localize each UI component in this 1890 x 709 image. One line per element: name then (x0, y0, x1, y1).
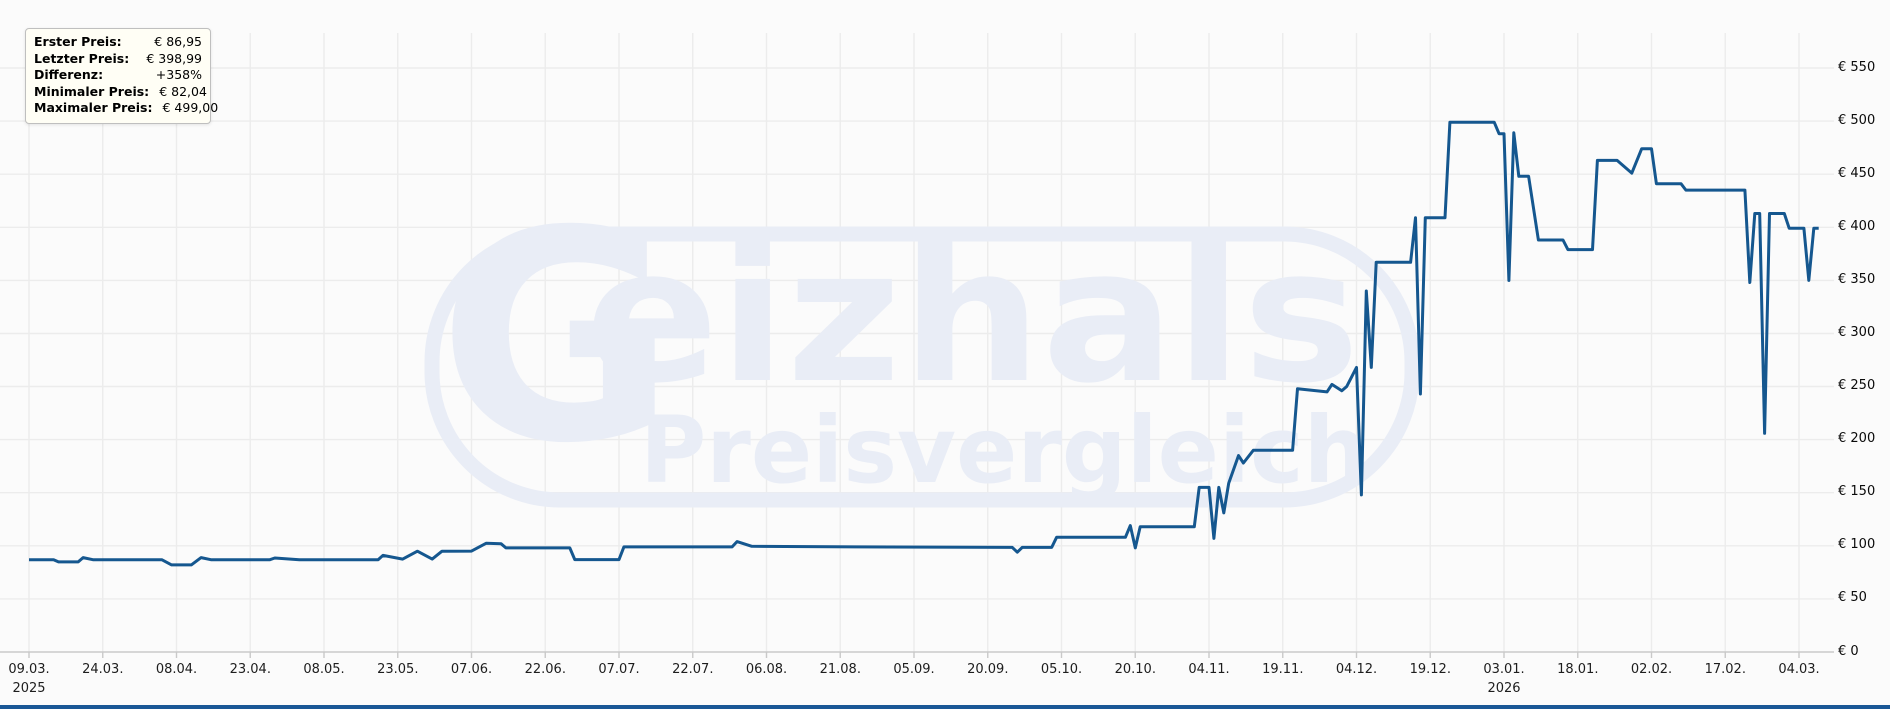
x-axis-label: 17.02. (1704, 662, 1746, 677)
x-axis-label: 18.01. (1557, 662, 1599, 677)
x-axis-label: 23.05. (377, 662, 419, 677)
y-axis-label: € 400 (1838, 218, 1876, 234)
x-axis-label: 07.07. (598, 662, 640, 677)
x-axis-label: 20.10. (1114, 662, 1156, 677)
summary-value: € 499,00 (162, 100, 219, 115)
x-axis-label: 08.04. (155, 662, 198, 677)
x-axis-label: 08.05. (303, 662, 345, 677)
y-axis-label: € 100 (1838, 537, 1876, 553)
x-axis-label: 02.02. (1630, 662, 1673, 677)
y-axis-label: € 550 (1838, 59, 1876, 75)
y-axis-label: € 300 (1838, 325, 1876, 340)
summary-row: Erster Preis: € 86,95 (34, 34, 202, 51)
x-axis-year-label: 2026 (1487, 681, 1521, 696)
x-axis-label: 19.11. (1262, 662, 1304, 677)
watermark-brand-text: eizhals (585, 208, 1360, 424)
x-axis-label: 22.07. (672, 662, 714, 677)
summary-value: € 82,04 (159, 83, 207, 99)
x-axis-label: 21.08. (819, 662, 861, 677)
y-axis-label: € 500 (1838, 112, 1876, 128)
watermark-border (424, 226, 1420, 508)
x-axis-label: 20.09. (967, 662, 1009, 677)
x-axis-label: 06.08. (745, 662, 788, 677)
y-axis-label: € 450 (1838, 165, 1876, 181)
axis-layer (0, 651, 1834, 658)
summary-label: Differenz: (34, 67, 104, 82)
x-axis-label: 19.12. (1409, 662, 1451, 677)
watermark-subtitle-text: Preisvergleich (640, 397, 1368, 504)
summary-value: +358% (155, 67, 202, 82)
summary-label: Letzter Preis: (34, 50, 130, 66)
summary-label: Maximaler Preis: (34, 100, 153, 115)
watermark-brand-initial: G (438, 170, 676, 507)
x-axis-label: 07.06. (450, 662, 493, 677)
summary-row: Differenz: +358% (34, 67, 202, 84)
summary-label: Minimaler Preis: (34, 83, 150, 99)
bottom-accent-bar (0, 705, 1890, 709)
x-axis-label: 05.10. (1040, 662, 1083, 677)
price-line-series (29, 120, 1819, 567)
summary-label: Erster Preis: (34, 34, 122, 49)
y-axis-label: € 0 (1838, 643, 1859, 659)
summary-value: € 398,99 (146, 50, 202, 66)
x-axis-label: 23.04. (229, 662, 271, 677)
x-axis-label: 22.06. (524, 662, 566, 677)
x-axis-label: 03.01. (1483, 662, 1525, 677)
x-axis-label: 04.12. (1335, 662, 1378, 677)
price-summary-box: Erster Preis: € 86,95 Letzter Preis: € 398,… (25, 28, 218, 124)
y-axis-label: € 50 (1838, 590, 1867, 606)
summary-row: Maximaler Preis: € 499,00 (34, 100, 218, 117)
x-axis-label: 24.03. (82, 662, 124, 677)
x-axis-label: 04.03. (1778, 662, 1820, 677)
summary-row: Letzter Preis: € 398,99 (34, 51, 202, 68)
y-axis-label: € 200 (1838, 431, 1876, 447)
y-axis-label: € 350 (1838, 271, 1876, 287)
summary-value: € 86,95 (154, 34, 202, 49)
x-axis-year-label: 2025 (12, 681, 46, 696)
summary-row: Minimaler Preis: € 82,04 (34, 83, 207, 101)
x-axis-label: 05.09. (893, 662, 935, 677)
y-axis-label: € 250 (1838, 378, 1876, 393)
x-axis-label: 09.03. (8, 662, 50, 677)
y-axis-label: € 150 (1838, 484, 1876, 500)
price-line-layer (29, 120, 1819, 567)
geizhals-watermark-logo: G eizhals Preisvergleich (424, 170, 1420, 508)
x-axis-label: 04.11. (1188, 662, 1230, 677)
grid-layer (0, 33, 1834, 652)
